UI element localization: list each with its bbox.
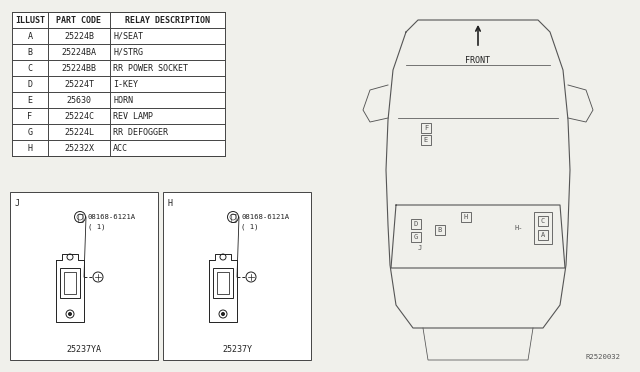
Text: 08168-6121A: 08168-6121A — [241, 214, 289, 220]
Text: ILLUST: ILLUST — [15, 16, 45, 25]
Bar — [217, 272, 229, 294]
Bar — [411, 219, 421, 229]
Text: ACC: ACC — [113, 144, 128, 153]
Text: FRONT: FRONT — [465, 56, 490, 65]
Text: 25237Y: 25237Y — [222, 346, 252, 355]
Bar — [411, 232, 421, 242]
Text: E: E — [424, 137, 428, 143]
Text: 25224C: 25224C — [64, 112, 94, 121]
Bar — [163, 192, 311, 360]
Circle shape — [221, 312, 225, 315]
Text: 25224BB: 25224BB — [61, 64, 97, 73]
Text: 25224T: 25224T — [64, 80, 94, 89]
Text: C: C — [28, 64, 33, 73]
Bar — [213, 268, 233, 298]
Text: RR POWER SOCKET: RR POWER SOCKET — [113, 64, 188, 73]
Text: A: A — [28, 32, 33, 41]
Text: G: G — [414, 234, 418, 240]
Text: RELAY DESCRIPTION: RELAY DESCRIPTION — [125, 16, 210, 25]
Text: ( 1): ( 1) — [241, 223, 259, 230]
Text: 25232X: 25232X — [64, 144, 94, 153]
Text: 25224B: 25224B — [64, 32, 94, 41]
Text: 25630: 25630 — [67, 96, 92, 105]
Text: H: H — [28, 144, 33, 153]
Text: RR DEFOGGER: RR DEFOGGER — [113, 128, 168, 137]
Bar — [538, 216, 548, 226]
Text: B: B — [28, 48, 33, 57]
Text: D: D — [414, 221, 418, 227]
Text: E: E — [28, 96, 33, 105]
Text: R2520032: R2520032 — [585, 354, 620, 360]
Circle shape — [68, 312, 72, 315]
Bar — [10, 192, 158, 360]
Text: Ⓢ: Ⓢ — [77, 212, 83, 222]
Text: G: G — [28, 128, 33, 137]
Text: F: F — [424, 125, 428, 131]
Bar — [461, 212, 471, 222]
Text: H-: H- — [515, 225, 523, 231]
Text: REV LAMP: REV LAMP — [113, 112, 153, 121]
Bar — [435, 225, 445, 235]
Text: HORN: HORN — [113, 96, 133, 105]
Text: H/SEAT: H/SEAT — [113, 32, 143, 41]
Bar — [64, 272, 76, 294]
Text: ( 1): ( 1) — [88, 223, 106, 230]
Text: I-KEY: I-KEY — [113, 80, 138, 89]
Text: 25237YA: 25237YA — [67, 346, 102, 355]
Bar — [421, 123, 431, 133]
Text: C: C — [541, 218, 545, 224]
Text: A: A — [541, 232, 545, 238]
Text: H: H — [464, 214, 468, 220]
Text: 25224L: 25224L — [64, 128, 94, 137]
Text: 25224BA: 25224BA — [61, 48, 97, 57]
Text: B: B — [438, 227, 442, 233]
Text: H/STRG: H/STRG — [113, 48, 143, 57]
Bar — [12, 12, 225, 156]
Text: H: H — [168, 199, 173, 208]
Text: 08168-6121A: 08168-6121A — [88, 214, 136, 220]
Text: PART CODE: PART CODE — [56, 16, 102, 25]
Bar — [534, 212, 552, 244]
Text: J: J — [418, 245, 422, 251]
Bar — [538, 230, 548, 240]
Text: D: D — [28, 80, 33, 89]
Bar — [421, 135, 431, 145]
Bar — [60, 268, 80, 298]
Text: F: F — [28, 112, 33, 121]
Text: Ⓢ: Ⓢ — [230, 212, 236, 222]
Text: J: J — [15, 199, 20, 208]
